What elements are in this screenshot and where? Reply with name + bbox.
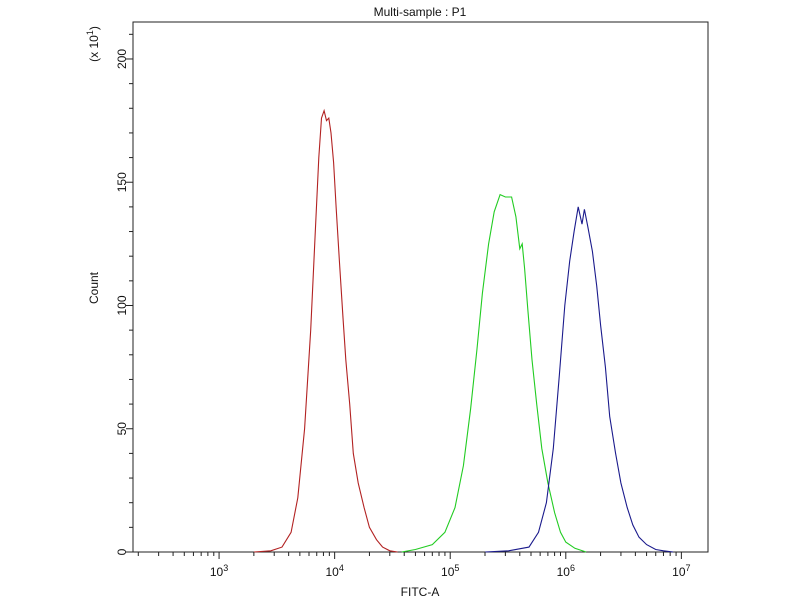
x-tick-base: 10 <box>325 565 339 579</box>
chart-title: Multi-sample : P1 <box>374 5 467 19</box>
x-axis-title: FITC-A <box>401 585 440 599</box>
series-layer <box>253 108 674 553</box>
y-multiplier-exponent: 1 <box>85 30 95 35</box>
x-tick-exponent: 4 <box>339 563 344 573</box>
x-tick-base: 10 <box>672 565 686 579</box>
x-tick-exponent: 7 <box>686 563 691 573</box>
y-multiplier-text: (x 10 <box>87 35 101 62</box>
y-tick-label: 50 <box>115 422 129 436</box>
x-tick-label: 106 <box>557 563 575 579</box>
x-tick-exponent: 3 <box>223 563 228 573</box>
y-multiplier-close: ) <box>87 26 101 30</box>
y-tick-label: 100 <box>115 295 129 315</box>
y-tick-label: 0 <box>115 548 129 555</box>
x-tick-label: 107 <box>672 563 690 579</box>
x-tick-exponent: 5 <box>454 563 459 573</box>
x-axis: 103 104 105 106 107 <box>137 552 691 579</box>
y-axis: 0 50 100 150 200 <box>115 33 133 555</box>
x-tick-base: 10 <box>210 565 224 579</box>
plot-frame <box>132 21 709 553</box>
x-tick-label: 105 <box>441 563 459 579</box>
series-line-3 <box>484 206 674 553</box>
series-line-2 <box>401 193 587 553</box>
series-line-1 <box>253 108 398 553</box>
x-tick-base: 10 <box>557 565 571 579</box>
x-tick-exponent: 6 <box>570 563 575 573</box>
y-tick-label: 150 <box>115 172 129 192</box>
y-axis-multiplier: (x 101) <box>85 26 101 62</box>
x-tick-base: 10 <box>441 565 455 579</box>
y-tick-label: 200 <box>115 49 129 69</box>
x-tick-label: 103 <box>210 563 228 579</box>
x-tick-label: 104 <box>325 563 343 579</box>
y-axis-title: Count <box>87 271 101 304</box>
